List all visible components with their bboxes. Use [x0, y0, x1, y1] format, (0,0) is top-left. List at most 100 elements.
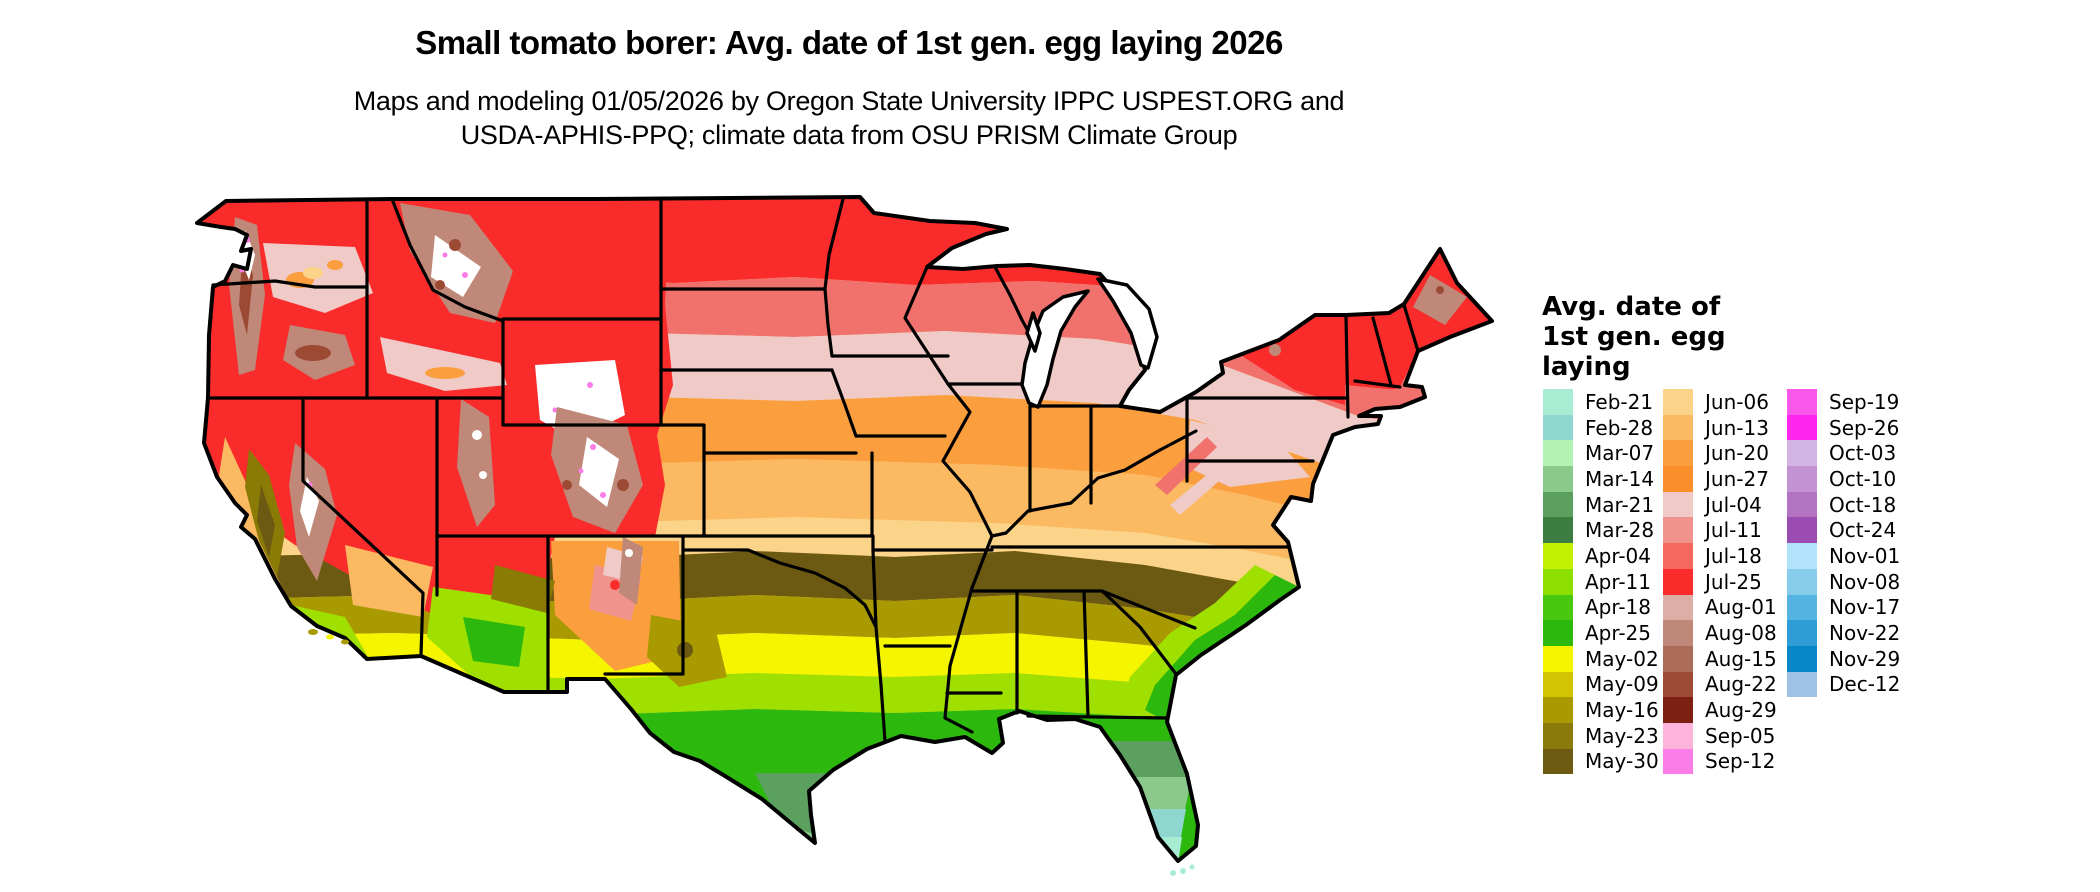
legend-entry: May-09 [1543, 671, 1663, 698]
map-fill-layers [197, 197, 1492, 861]
legend-label: Mar-07 [1585, 441, 1655, 466]
legend-entry: Apr-25 [1543, 620, 1663, 646]
legend-swatch [1663, 440, 1693, 467]
legend-entry: Jul-11 [1663, 517, 1787, 544]
legend-swatch [1543, 389, 1573, 415]
legend-swatch [1787, 440, 1817, 467]
legend-entry: Mar-07 [1543, 440, 1663, 467]
legend-label: May-09 [1585, 672, 1659, 697]
legend-label: May-30 [1585, 749, 1659, 774]
legend-label: Jun-27 [1705, 466, 1769, 491]
legend-swatch [1663, 389, 1693, 415]
legend-entry: Dec-12 [1787, 671, 1901, 698]
legend-swatch [1543, 517, 1573, 544]
legend-swatch [1543, 671, 1573, 698]
legend-label: Feb-21 [1585, 389, 1654, 414]
legend-swatch [1543, 543, 1573, 569]
legend-entry: Jul-25 [1663, 568, 1787, 595]
legend-swatch [1543, 568, 1573, 595]
legend-entry: Mar-21 [1543, 491, 1663, 518]
legend-swatch [1663, 568, 1693, 595]
legend-entry: Feb-21 [1543, 389, 1663, 415]
legend-entry: Jul-04 [1663, 491, 1787, 518]
legend-swatch [1543, 722, 1573, 749]
legend-label: May-16 [1585, 698, 1659, 723]
legend-label: Oct-10 [1829, 466, 1897, 491]
legend-entry: May-02 [1543, 645, 1663, 672]
great-lakes [1020, 277, 1159, 409]
legend-label: Jul-11 [1705, 518, 1762, 543]
legend-entry: Aug-29 [1663, 697, 1787, 723]
legend-swatch [1543, 414, 1573, 441]
legend-entry: Oct-03 [1787, 440, 1900, 467]
legend-title-line-3: laying [1542, 352, 1631, 382]
legend-entry: May-30 [1543, 748, 1663, 775]
legend-swatch [1663, 620, 1693, 646]
legend-entry: Feb-28 [1543, 414, 1663, 441]
legend-swatch [1663, 594, 1693, 621]
legend-entry: Aug-01 [1663, 594, 1787, 621]
legend-swatch [1787, 543, 1817, 569]
legend-label: Sep-05 [1705, 723, 1776, 748]
legend-entry: Sep-26 [1787, 414, 1900, 441]
lake-huron [1096, 277, 1159, 370]
legend-entry: Mar-14 [1543, 466, 1663, 492]
legend-entry: Aug-22 [1663, 671, 1787, 698]
legend-entry: Jun-27 [1663, 466, 1787, 492]
legend-swatch [1663, 491, 1693, 518]
legend-swatch [1663, 645, 1693, 672]
legend-swatch [1787, 414, 1817, 441]
legend-label: Apr-18 [1585, 595, 1651, 620]
legend-entry: Aug-15 [1663, 645, 1787, 672]
legend-entry: Nov-01 [1787, 543, 1900, 569]
legend-entry: Nov-22 [1787, 620, 1900, 646]
legend-label: Sep-12 [1705, 749, 1776, 774]
legend-entry: Sep-19 [1787, 389, 1900, 415]
us-map-svg [195, 195, 1494, 876]
legend-swatch [1543, 748, 1573, 775]
legend-swatch [1787, 568, 1817, 595]
legend-swatch [1787, 466, 1817, 492]
legend-swatch [1787, 620, 1817, 646]
legend-title-line-1: Avg. date of [1542, 292, 1721, 322]
legend-label: Aug-15 [1705, 646, 1777, 671]
legend-label: Sep-26 [1829, 415, 1900, 440]
legend-label: Apr-04 [1585, 543, 1651, 568]
legend-swatch [1543, 466, 1573, 492]
legend-label: Aug-22 [1705, 672, 1777, 697]
legend-swatch [1663, 466, 1693, 492]
islands [308, 629, 1195, 876]
legend-entry: Nov-17 [1787, 594, 1900, 621]
legend-swatch [1787, 491, 1817, 518]
legend-swatch [1543, 491, 1573, 518]
subtitle-line-2: USDA-APHIS-PPQ; climate data from OSU PR… [460, 120, 1238, 150]
legend-label: Nov-08 [1829, 569, 1901, 594]
legend-column-1: Feb-21 Feb-28 Mar-07 Mar-14 Mar-21 Mar-28 Apr-… [1543, 389, 1663, 775]
legend-entry: Aug-08 [1663, 620, 1787, 646]
legend-label: Jul-25 [1705, 569, 1762, 594]
legend-label: Jun-06 [1705, 389, 1769, 414]
legend-label: Aug-01 [1705, 595, 1777, 620]
legend-label: May-23 [1585, 723, 1659, 748]
legend-swatch [1663, 543, 1693, 569]
legend-swatch [1663, 697, 1693, 723]
legend-label: Apr-25 [1585, 621, 1651, 646]
legend-label: May-02 [1585, 646, 1659, 671]
legend-entry: Jul-18 [1663, 543, 1787, 569]
legend-entry: May-16 [1543, 697, 1663, 723]
legend-label: Aug-29 [1705, 698, 1777, 723]
legend-entry: Oct-24 [1787, 517, 1900, 544]
legend-label: Jun-20 [1705, 441, 1769, 466]
legend-columns: Feb-21 Feb-28 Mar-07 Mar-14 Mar-21 Mar-28 Apr-… [1543, 389, 1901, 775]
state-borders [206, 197, 1420, 743]
legend-swatch [1543, 594, 1573, 621]
legend-title: Avg. date of 1st gen. egg laying [1542, 292, 1962, 382]
legend-label: Dec-12 [1829, 672, 1901, 697]
legend-swatch [1787, 389, 1817, 415]
legend-label: Mar-14 [1585, 466, 1655, 491]
legend-label: Jun-13 [1705, 415, 1769, 440]
legend-label: Jul-18 [1705, 543, 1762, 568]
legend-entry: Jun-20 [1663, 440, 1787, 467]
legend-label: Jul-04 [1705, 492, 1762, 517]
